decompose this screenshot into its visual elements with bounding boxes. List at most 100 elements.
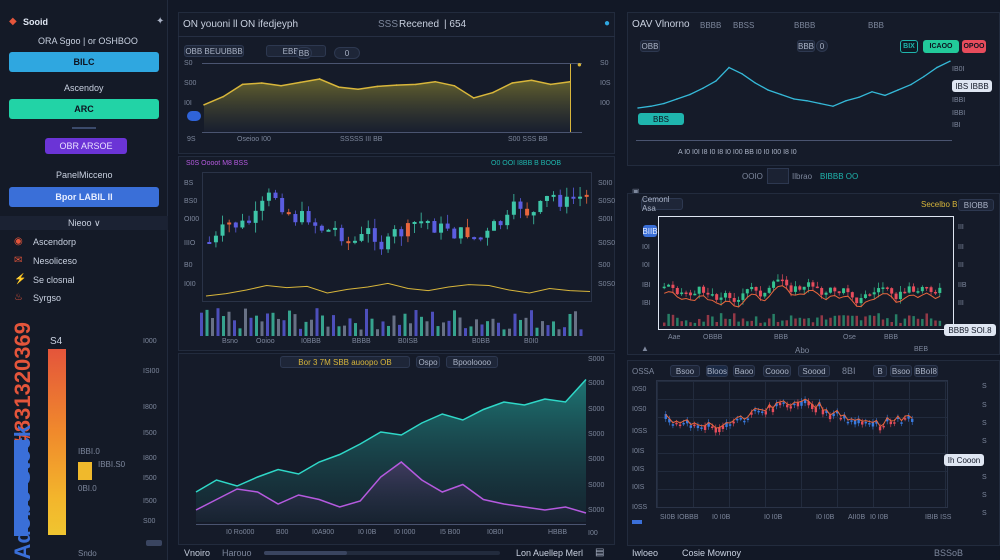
- volume-bar: [890, 322, 893, 326]
- tab-soood[interactable]: Soood: [798, 365, 830, 377]
- data-point: [871, 91, 873, 93]
- candle-body: [828, 415, 832, 420]
- candle-body: [693, 424, 696, 427]
- volume-bar: [820, 315, 823, 326]
- candle-body: [372, 228, 377, 242]
- candle-body: [800, 401, 803, 406]
- volume-bar: [829, 317, 832, 326]
- tick-label: IBBI: [952, 97, 966, 104]
- select-button[interactable]: Bpor LABIL II: [9, 187, 159, 207]
- tab-b[interactable]: B: [873, 365, 887, 377]
- candle-body: [711, 426, 714, 428]
- volume-bar: [480, 324, 484, 336]
- x-label: I0 I0B: [712, 514, 731, 521]
- green-small-button[interactable]: ICAOO: [923, 40, 959, 53]
- mid-right-chip[interactable]: Cemonl Asa: [641, 195, 683, 213]
- top-right-chip-2[interactable]: BBB: [797, 40, 815, 52]
- volume-bar: [332, 315, 335, 336]
- tick-label: S: [982, 383, 987, 390]
- red-small-button[interactable]: OPOO: [962, 40, 986, 53]
- mid-right-tag-right[interactable]: BIOBB: [958, 199, 994, 211]
- x-label: I0 I0B: [358, 529, 377, 536]
- section-toggle[interactable]: Nieoo ∨: [68, 218, 101, 228]
- tick-label: ISI00: [143, 368, 160, 375]
- data-point: [338, 86, 340, 88]
- sidebar-item-nesoliceso[interactable]: Nesoliceso: [33, 256, 78, 266]
- data-point: [858, 96, 860, 98]
- top-left-chip-4[interactable]: 0: [334, 47, 360, 59]
- volume-bar: [436, 326, 440, 336]
- box-button[interactable]: BIX: [900, 40, 918, 53]
- tab[interactable]: BBBB: [794, 21, 816, 30]
- top-left-chip-3[interactable]: BB: [296, 47, 312, 59]
- volume-bar: [864, 316, 867, 326]
- tab-bboi8[interactable]: BBoI8: [914, 365, 938, 377]
- volume-bar: [447, 320, 451, 336]
- scroll-dot-icon[interactable]: ●: [577, 60, 582, 69]
- mail-icon: ✉: [14, 255, 23, 266]
- green-action-button[interactable]: ARC: [9, 99, 159, 119]
- tab[interactable]: BBBB: [700, 21, 722, 30]
- tab-bloos[interactable]: Bloos: [706, 365, 728, 377]
- volume-bar: [486, 321, 489, 336]
- volume-bar: [921, 318, 924, 326]
- tab-8bi[interactable]: 8BI: [842, 366, 856, 376]
- volume-bar: [205, 309, 209, 336]
- progress-fill: [264, 551, 347, 555]
- expand-icon[interactable]: ▣: [632, 187, 640, 196]
- candle-body: [861, 421, 864, 425]
- volume-bar: [881, 319, 885, 326]
- tab-coooo[interactable]: Coooo: [763, 365, 791, 377]
- candle-body: [916, 291, 920, 293]
- candle-body: [538, 200, 543, 213]
- candle-body: [728, 424, 732, 426]
- chart-handle[interactable]: [187, 111, 201, 121]
- bottom-left-chip-3[interactable]: Bpooloooo: [446, 356, 498, 368]
- sidebar-item-ascendorp[interactable]: Ascendorp: [33, 237, 77, 247]
- data-point: [492, 91, 494, 94]
- flame-icon: ♨: [14, 292, 23, 303]
- menu-icon[interactable]: ▤: [595, 547, 605, 558]
- tab[interactable]: BBSS: [733, 21, 755, 30]
- tick-label: S: [982, 420, 987, 427]
- tab-bsoo[interactable]: Bsoo: [670, 365, 700, 377]
- data-point: [511, 82, 514, 84]
- bottom-right-scroll[interactable]: [632, 520, 642, 524]
- candle-body: [803, 399, 807, 404]
- top-left-chip-1[interactable]: OBB BEUUBBB: [184, 45, 244, 57]
- tab-bsoo-right[interactable]: Bsoo: [890, 365, 912, 377]
- purple-action-button[interactable]: OBR ARSOE: [45, 138, 127, 154]
- tick-label: I0IS: [632, 448, 645, 455]
- candle-body: [544, 196, 549, 201]
- footer-box[interactable]: [767, 168, 789, 184]
- sidebar-item-se-closnal[interactable]: Se closnal: [33, 275, 75, 285]
- top-right-chip-3[interactable]: 0: [816, 40, 828, 52]
- bottom-left-chip-1[interactable]: Bor 3 7M SBB auoopo OB: [280, 356, 410, 368]
- settings-icon[interactable]: ✦: [156, 16, 165, 27]
- info-icon[interactable]: ●: [604, 18, 611, 29]
- volume-bar: [249, 317, 253, 336]
- candle-body: [213, 235, 218, 243]
- bottom-left-x-axis: [196, 524, 586, 525]
- sidebar-scroll-handle[interactable]: [146, 540, 162, 546]
- candle-body: [920, 286, 924, 292]
- top-right-chip-1[interactable]: OBB: [640, 40, 660, 52]
- progress-track[interactable]: [264, 551, 500, 555]
- candle-body: [721, 425, 725, 429]
- data-point: [689, 93, 691, 96]
- candle-body: [558, 194, 563, 207]
- tab-baoo[interactable]: Baoo: [733, 365, 755, 377]
- data-point: [549, 83, 552, 86]
- tab[interactable]: BBB: [868, 21, 885, 30]
- blue-action-button[interactable]: BILC: [9, 52, 159, 72]
- data-point: [754, 82, 756, 84]
- volume-bar: [929, 318, 933, 326]
- candle-body: [233, 222, 238, 228]
- candle-body: [366, 228, 371, 235]
- caret-up-icon[interactable]: ▲: [641, 344, 649, 353]
- bottom-left-chip-2[interactable]: Ospo: [416, 356, 440, 368]
- candle-body: [667, 284, 671, 287]
- sidebar-item-syrgso[interactable]: Syrgso: [33, 293, 62, 303]
- mid-right-panel: [627, 193, 1000, 355]
- mid-right-price-tag: BBB9 SOI.8: [944, 324, 996, 336]
